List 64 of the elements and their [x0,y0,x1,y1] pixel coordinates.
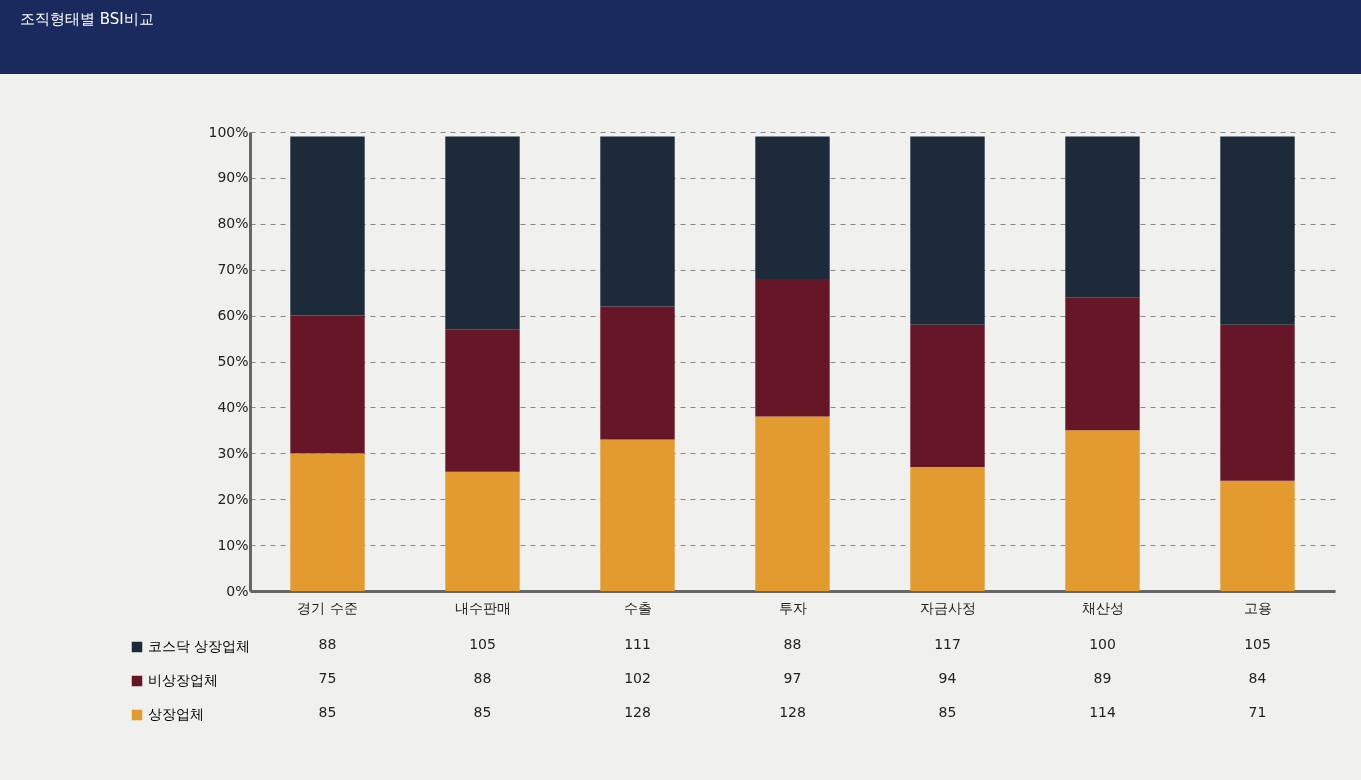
y-tick-label: 0% [226,582,249,599]
text: 85 [938,704,957,720]
bar [600,439,675,591]
bar [1065,297,1140,431]
x-tick-label: 자금사정 [919,599,976,616]
text: 84 [1248,670,1267,686]
y-tick-label: 60% [217,307,249,324]
bar [290,453,365,591]
legend-label: 코스닥 상장업체 [148,638,251,654]
bar [1220,480,1295,591]
bar [1065,136,1140,298]
text: 94 [938,670,957,686]
y-tick-label: 40% [217,398,249,415]
x-tick-label: 고용 [1243,599,1272,616]
text: 128 [779,704,806,720]
bar [910,467,985,591]
bar [1220,324,1295,481]
bar [290,136,365,316]
bar [600,306,675,440]
y-tick-label: 80% [217,215,249,232]
x-tick-label: 경기 수준 [297,599,358,616]
y-tick-label: 100% [208,123,249,140]
text: 88 [473,670,492,686]
text: 105 [1244,636,1271,652]
text: 97 [783,670,802,686]
bar [600,136,675,307]
bar [755,136,830,279]
bar [290,315,365,454]
text: 100 [1089,636,1116,652]
x-tick-label: 내수판매 [454,599,511,616]
text: 89 [1093,670,1112,686]
text: 조직형태별 BSI비교 [0,0,1361,74]
text: 111 [624,636,651,652]
text: 114 [1089,704,1116,720]
text: 71 [1248,704,1267,720]
text: 85 [318,704,337,720]
text: 85 [473,704,492,720]
text: 128 [624,704,651,720]
text: 117 [934,636,961,652]
bar [910,324,985,468]
bar [445,136,520,330]
bar [445,329,520,472]
x-tick-label: 채산성 [1081,599,1124,616]
bar [445,471,520,591]
legend-label: 비상장업체 [148,672,218,688]
y-tick-label: 70% [217,261,249,278]
y-tick-label: 30% [217,444,249,461]
text: 88 [318,636,337,652]
y-tick-label: 50% [217,353,249,369]
bar [1065,430,1140,591]
bar [1220,136,1295,325]
text: 102 [624,670,651,686]
x-tick-label: 투자 [778,599,807,616]
legend-label: 상장업체 [148,706,204,722]
y-tick-label: 90% [217,169,249,186]
x-tick-label: 수출 [623,599,652,616]
text: 88 [783,636,802,652]
bar [755,278,830,417]
bar [910,136,985,325]
text: 105 [469,636,496,652]
y-tick-label: 10% [217,536,249,553]
bar [755,416,830,591]
text: 75 [318,670,337,686]
y-tick-label: 20% [217,490,249,507]
